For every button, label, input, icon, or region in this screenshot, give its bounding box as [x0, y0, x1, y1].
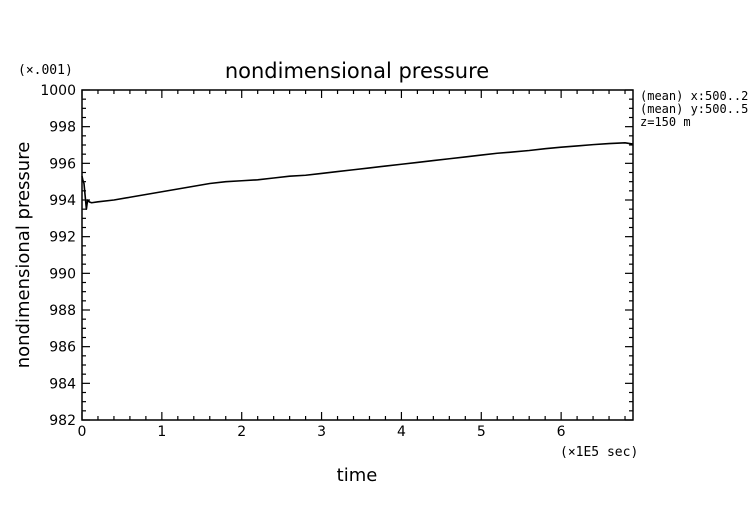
x-tick-labels: 0 1 2 3 4 5 6 [78, 424, 566, 440]
x-tick-label: 5 [477, 424, 486, 440]
axis-ticks [81, 89, 633, 421]
y-tick-label: 988 [49, 303, 76, 319]
plot-frame [81, 89, 634, 421]
annotation-z-level: z=150 m [640, 115, 691, 129]
x-axis-label: time [337, 465, 378, 486]
y-tick-label: 996 [49, 156, 76, 172]
y-tick-labels: 982 984 986 988 990 992 994 996 998 1000 [40, 83, 76, 429]
y-tick-label: 986 [49, 340, 76, 356]
x-tick-label: 6 [557, 424, 566, 440]
y-tick-label: 992 [49, 230, 76, 246]
y-tick-label: 994 [49, 193, 76, 209]
x-tick-label: 2 [237, 424, 246, 440]
y-multiplier-label: (×.001) [18, 63, 73, 78]
x-tick-label: 0 [78, 424, 87, 440]
x-tick-label: 4 [397, 424, 406, 440]
pressure-series-line [81, 142, 634, 210]
annotation-mean-x: (mean) x:500..2 [640, 89, 748, 103]
y-tick-label: 984 [49, 376, 76, 392]
chart-title: nondimensional pressure [225, 59, 489, 83]
y-tick-label: 982 [49, 413, 76, 429]
annotation-mean-y: (mean) y:500..5 [640, 102, 748, 116]
x-multiplier-label: (×1E5 sec) [560, 445, 638, 460]
y-tick-label: 990 [49, 266, 76, 282]
y-tick-label: 998 [49, 120, 76, 136]
x-tick-label: 3 [317, 424, 326, 440]
x-tick-label: 1 [157, 424, 166, 440]
y-axis-label: nondimensional pressure [13, 142, 34, 369]
y-tick-label: 1000 [40, 83, 76, 99]
